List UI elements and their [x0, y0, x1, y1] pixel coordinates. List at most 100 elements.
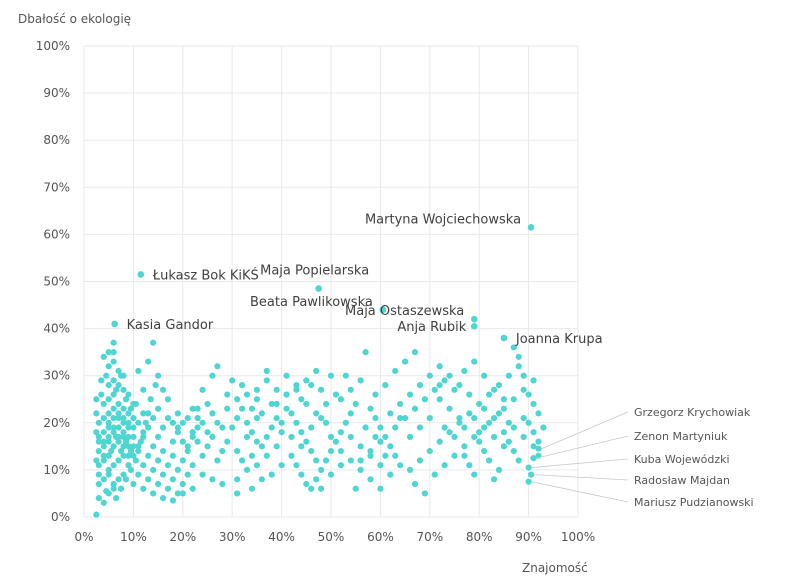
data-point: [505, 438, 512, 445]
data-point: [347, 433, 354, 441]
data-point: [377, 438, 384, 445]
data-point: [238, 405, 246, 412]
y-tick-label: 70%: [43, 180, 70, 194]
data-point: [100, 443, 107, 450]
data-point: [179, 438, 186, 445]
data-point: [327, 433, 335, 441]
data-point: [120, 414, 127, 422]
data-point: [105, 433, 112, 441]
data-point: [318, 485, 325, 492]
data-point: [426, 372, 433, 379]
data-point: [411, 405, 419, 412]
data-point: [481, 372, 488, 379]
data-point: [406, 466, 414, 473]
data-point: [402, 414, 409, 422]
data-point: [184, 443, 191, 450]
data-point: [406, 391, 414, 398]
data-point: [476, 438, 483, 445]
data-point: [530, 400, 537, 408]
data-point: [194, 424, 201, 431]
data-point: [535, 438, 542, 445]
data-point: [204, 429, 211, 436]
y-tick-label: 0%: [51, 510, 70, 524]
x-tick-label: 20%: [169, 530, 196, 544]
data-point: [169, 419, 177, 426]
data-point: [347, 410, 354, 417]
data-point: [392, 424, 399, 431]
data-point: [337, 396, 344, 403]
side-point-label: Mariusz Pudzianowski: [634, 496, 754, 509]
leader-line: [531, 481, 629, 503]
x-tick-label: 40%: [268, 530, 295, 544]
data-point: [115, 414, 122, 422]
data-point: [135, 443, 142, 450]
data-point: [130, 433, 137, 441]
data-point: [313, 476, 320, 483]
data-point: [362, 349, 369, 356]
data-point: [238, 457, 246, 464]
data-point: [115, 476, 122, 483]
data-point: [278, 462, 285, 469]
leader-line: [534, 474, 629, 481]
data-point: [238, 382, 246, 389]
data-point: [436, 363, 443, 370]
data-point: [372, 433, 379, 441]
data-point: [303, 377, 310, 384]
data-point: [142, 419, 149, 426]
data-point: [500, 429, 507, 436]
point-label: Kasia Gandor: [127, 318, 214, 333]
data-point: [337, 447, 344, 455]
data-point: [298, 429, 305, 436]
data-point: [219, 424, 226, 431]
data-point: [406, 433, 414, 441]
data-point: [108, 447, 115, 455]
data-point: [387, 410, 394, 417]
data-point: [199, 386, 206, 393]
data-point: [110, 462, 117, 469]
data-point: [308, 382, 315, 389]
data-point: [303, 438, 310, 445]
data-point: [298, 443, 305, 450]
data-point: [520, 414, 527, 422]
data-point: [122, 476, 130, 483]
data-point: [490, 386, 498, 393]
data-point: [115, 457, 122, 464]
data-point: [113, 386, 120, 393]
data-point: [283, 405, 290, 412]
data-point: [100, 476, 107, 483]
data-point: [122, 396, 130, 403]
data-point: [451, 386, 458, 393]
data-point: [298, 471, 305, 478]
data-point: [303, 480, 310, 488]
data-point: [337, 462, 344, 469]
data-point: [485, 391, 493, 398]
y-tick-label: 100%: [36, 39, 70, 53]
labeled-data-point: [525, 464, 532, 471]
point-label: Beata Pawlikowska: [250, 295, 373, 310]
leader-line: [531, 458, 629, 468]
data-point: [164, 485, 172, 492]
data-point: [115, 400, 122, 408]
data-point: [318, 386, 325, 393]
data-point: [95, 495, 102, 502]
data-point: [387, 443, 394, 450]
data-point: [461, 452, 468, 459]
data-point: [283, 391, 290, 398]
data-point: [132, 457, 139, 464]
data-point: [130, 424, 137, 431]
y-tick-label: 20%: [43, 416, 70, 430]
data-point: [367, 452, 374, 459]
data-point: [209, 410, 216, 417]
data-point: [421, 396, 428, 403]
data-point: [132, 400, 139, 408]
data-point: [150, 490, 157, 497]
data-point: [93, 396, 100, 403]
y-tick-label: 30%: [43, 369, 70, 383]
data-point: [234, 447, 241, 455]
data-point: [127, 447, 135, 455]
data-point: [253, 396, 260, 403]
data-point: [451, 433, 458, 441]
y-tick-label: 10%: [43, 463, 70, 477]
data-point: [179, 457, 186, 464]
data-point: [105, 382, 112, 389]
